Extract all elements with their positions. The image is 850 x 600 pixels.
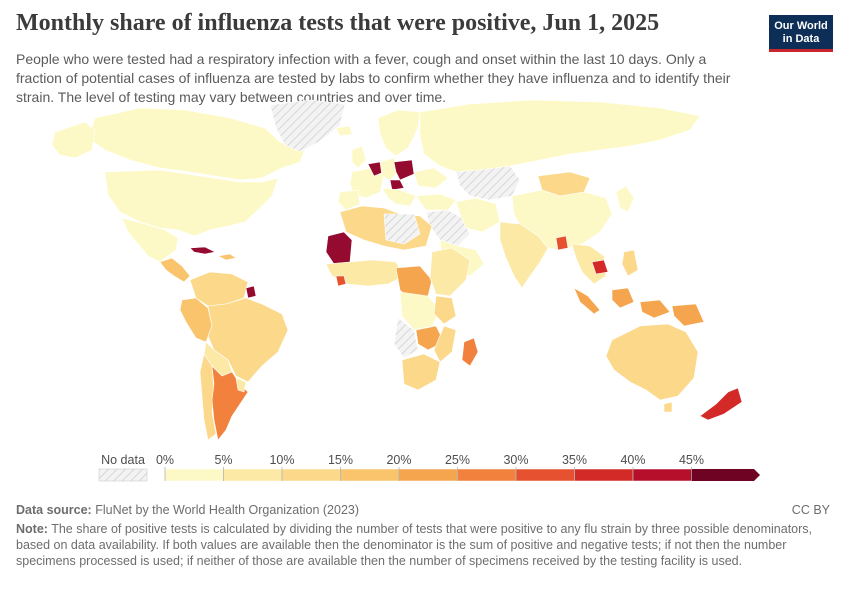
map-region-mauritania[interactable] xyxy=(325,231,353,265)
legend-tick-label: 10% xyxy=(269,453,294,467)
world-map[interactable] xyxy=(0,100,850,445)
map-region-iceland[interactable] xyxy=(335,125,353,137)
legend-bin-4[interactable] xyxy=(398,468,458,482)
map-region-cuba[interactable] xyxy=(189,246,216,255)
legend: No data 0% 5% 10% 15% 20% 25% 30% 35% 40% 45% xyxy=(98,453,761,482)
map-region-congo[interactable] xyxy=(399,291,441,331)
legend-no-data-label: No data xyxy=(101,453,145,467)
legend-bin-0[interactable] xyxy=(164,468,224,482)
map-region-ukraine[interactable] xyxy=(413,167,449,189)
map-region-kazakhstan[interactable] xyxy=(455,165,521,201)
map-region-germany[interactable] xyxy=(379,157,399,181)
legend-bin-1[interactable] xyxy=(223,468,283,482)
map-region-uk[interactable] xyxy=(351,145,367,169)
chart-title: Monthly share of influenza tests that we… xyxy=(16,10,660,36)
legend-bin-8[interactable] xyxy=(632,468,692,482)
map-region-uruguay[interactable] xyxy=(235,377,247,393)
map-region-cambodia[interactable] xyxy=(591,259,609,275)
map-region-poland[interactable] xyxy=(393,159,415,181)
legend-tick-label: 5% xyxy=(214,453,232,467)
map-region-colombia-venezuela[interactable] xyxy=(189,271,249,307)
legend-bin-3[interactable] xyxy=(340,468,400,482)
map-region-indonesia-sumatra[interactable] xyxy=(573,287,601,315)
map-region-angola[interactable] xyxy=(393,317,419,359)
map-region-french-guiana[interactable] xyxy=(245,285,257,299)
legend-tick-label: 0% xyxy=(156,453,174,467)
legend-no-data-swatch xyxy=(98,468,148,482)
logo-line-2: in Data xyxy=(782,33,820,45)
map-region-turkey-caucasus[interactable] xyxy=(415,193,457,211)
map-region-canada[interactable] xyxy=(87,107,306,181)
note: Note: The share of positive tests is cal… xyxy=(16,521,831,569)
legend-tick-label: 25% xyxy=(445,453,470,467)
map-region-tasmania[interactable] xyxy=(663,401,673,413)
legend-tick-label: 35% xyxy=(562,453,587,467)
map-region-greenland[interactable] xyxy=(269,100,346,153)
map-region-chile[interactable] xyxy=(199,353,217,441)
map-region-australia[interactable] xyxy=(605,323,699,401)
legend-bin-5[interactable] xyxy=(457,468,517,482)
map-region-papua[interactable] xyxy=(671,303,705,327)
map-region-bangladesh[interactable] xyxy=(555,235,569,251)
map-region-libya[interactable] xyxy=(383,213,421,245)
legend-bin-10-arrow[interactable] xyxy=(691,469,761,481)
map-region-central-america[interactable] xyxy=(159,257,191,283)
source-text[interactable]: FluNet by the World Health Organization … xyxy=(95,503,360,517)
map-region-east-africa[interactable] xyxy=(429,247,471,297)
map-region-mexico[interactable] xyxy=(121,217,179,263)
legend-tick-label: 45% xyxy=(679,453,704,467)
map-region-iran-afghanistan[interactable] xyxy=(455,197,501,233)
map-region-italy-balkans[interactable] xyxy=(381,187,417,207)
map-region-indonesia-east[interactable] xyxy=(639,299,671,319)
map-region-japan-korea[interactable] xyxy=(615,185,635,213)
map-region-indonesia-borneo[interactable] xyxy=(611,287,635,309)
map-region-czechia[interactable] xyxy=(389,179,405,191)
map-region-tanzania[interactable] xyxy=(433,295,457,325)
legend-tick-label: 30% xyxy=(503,453,528,467)
source-label: Data source: xyxy=(16,503,92,517)
note-text: The share of positive tests is calculate… xyxy=(16,522,813,568)
legend-bin-2[interactable] xyxy=(281,468,341,482)
map-region-scandinavia[interactable] xyxy=(377,109,421,157)
legend-bin-7[interactable] xyxy=(574,468,634,482)
map-region-caribbean[interactable] xyxy=(217,253,237,261)
map-region-middle-east[interactable] xyxy=(425,209,471,247)
map-region-mozambique[interactable] xyxy=(433,325,457,363)
legend-no-data[interactable]: No data xyxy=(98,453,148,482)
map-region-alaska[interactable] xyxy=(51,121,96,159)
map-region-new-zealand[interactable] xyxy=(699,387,743,421)
legend-tick-label: 20% xyxy=(386,453,411,467)
note-label: Note: xyxy=(16,522,48,536)
license[interactable]: CC BY xyxy=(791,503,830,517)
chart-subtitle: People who were tested had a respiratory… xyxy=(16,51,731,105)
map-region-russia[interactable] xyxy=(419,100,701,173)
map-region-south-africa[interactable] xyxy=(401,353,441,391)
map-region-madagascar[interactable] xyxy=(461,337,479,367)
map-region-philippines[interactable] xyxy=(621,249,639,277)
data-source: Data source: FluNet by the World Health … xyxy=(16,503,359,517)
map-region-india[interactable] xyxy=(499,221,549,289)
legend-bin-6[interactable] xyxy=(515,468,575,482)
map-region-west-africa-coast[interactable] xyxy=(335,275,347,287)
logo-line-1: Our World xyxy=(774,20,828,32)
legend-color-scale[interactable]: 0% 5% 10% 15% 20% 25% 30% 35% 40% 45% xyxy=(156,453,761,482)
legend-tick-label: 15% xyxy=(328,453,353,467)
owid-logo[interactable]: Our World in Data xyxy=(769,15,833,52)
map-region-brazil[interactable] xyxy=(207,297,289,383)
map-region-usa[interactable] xyxy=(104,169,279,237)
map-region-spain[interactable] xyxy=(337,189,361,211)
legend-tick-label: 40% xyxy=(620,453,645,467)
